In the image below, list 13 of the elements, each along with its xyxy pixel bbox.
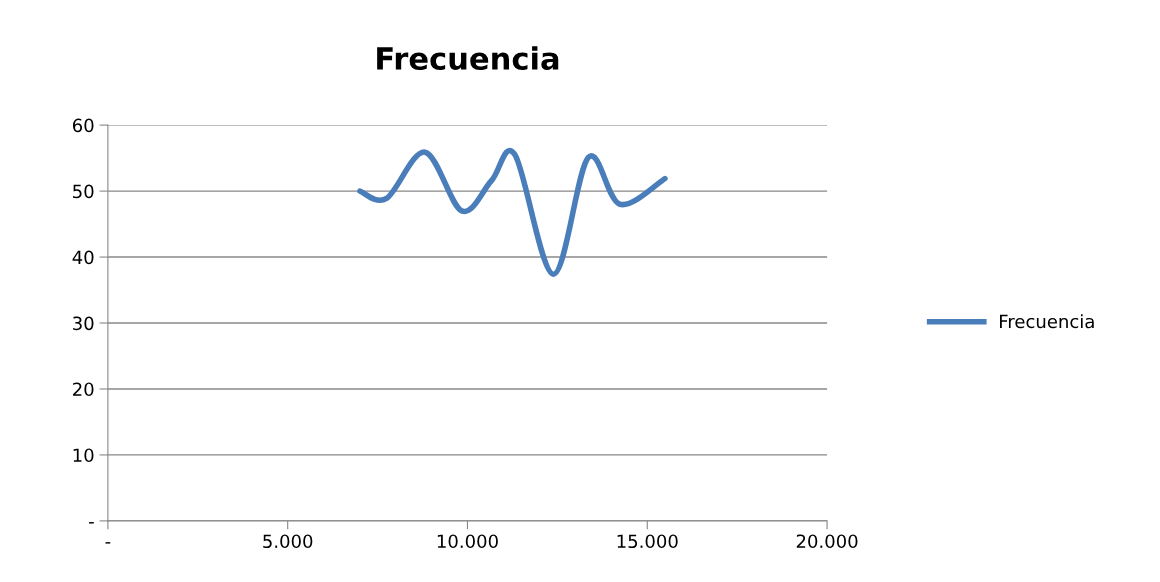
y-tick-label: -: [89, 522, 94, 524]
y-tick-label: 30: [73, 316, 94, 331]
legend-label: Frecuencia: [1000, 314, 1094, 329]
y-tick-label: 20: [73, 382, 94, 397]
x-tick-label: 15.000: [617, 534, 678, 549]
x-tick-label: 5.000: [263, 534, 313, 549]
x-tick-label: 20.000: [796, 534, 858, 549]
y-tick-label: 50: [73, 184, 94, 199]
y-tick-label: 60: [72, 118, 94, 133]
y-tick-label: 10: [73, 448, 94, 463]
y-tick-label: 40: [72, 250, 94, 265]
chart-title: Frecuencia: [377, 46, 559, 71]
x-tick-label: 10.000: [437, 534, 498, 549]
